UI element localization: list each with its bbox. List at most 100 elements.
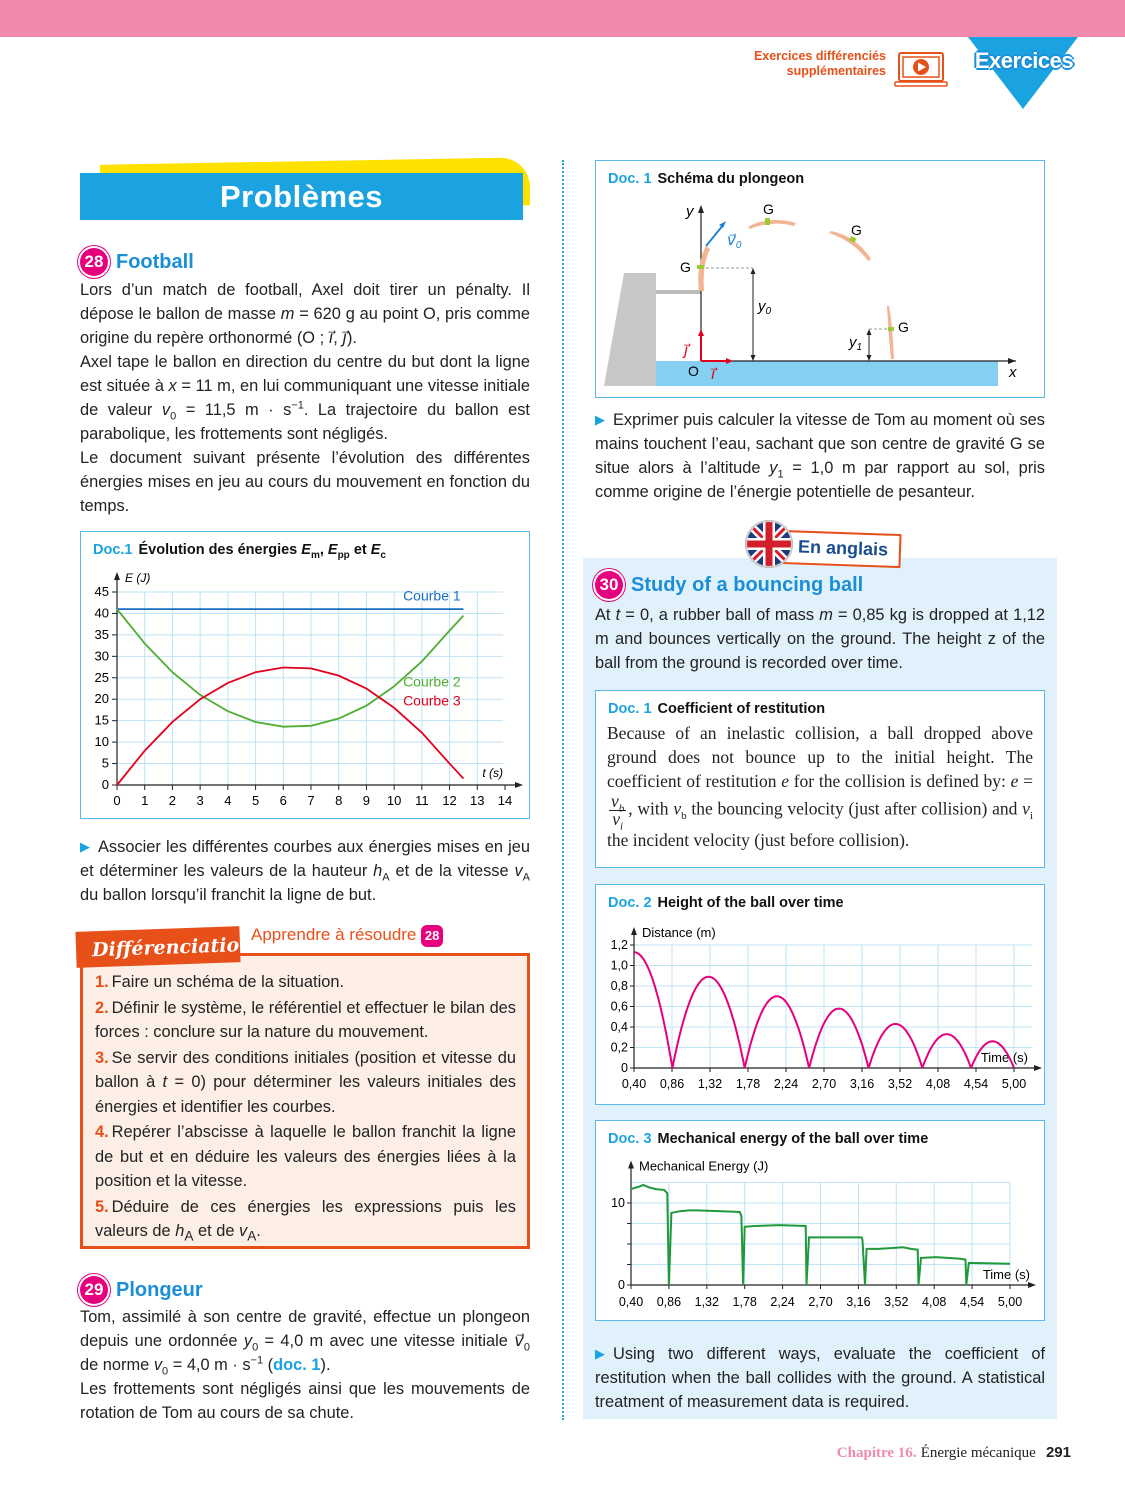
bounce-arc xyxy=(634,951,674,1069)
bounce-arc xyxy=(808,1007,870,1069)
text-run: = 11 m, en lui communiquant une vitesse … xyxy=(80,377,530,419)
math-symbol: h xyxy=(175,1222,185,1240)
superscript: −1 xyxy=(250,1354,264,1367)
text-run: Because of an inelastic collision, a bal… xyxy=(607,723,1033,791)
math-symbol: e xyxy=(1010,771,1019,791)
text-run: = 0,85 kg is dropped at 1,12 m and bounc… xyxy=(595,606,1045,672)
x-tick-label: 11 xyxy=(415,793,429,808)
subscript: 0 xyxy=(162,1365,169,1378)
x-tick-label: 3,52 xyxy=(888,1077,912,1091)
y1-label: y1 xyxy=(848,334,862,353)
doc-number: Doc. 3 xyxy=(608,1131,652,1147)
doc1-diving-diagram-box: Doc. 1 Schéma du plongeon y x O G G xyxy=(595,160,1045,398)
x-tick-label: 2,24 xyxy=(774,1077,798,1091)
laptop-play-icon[interactable] xyxy=(894,51,948,87)
bounce-arc xyxy=(671,975,746,1069)
text-run: At xyxy=(595,606,616,624)
hint-number: 3. xyxy=(95,1048,109,1067)
x-axis-label: t (s) xyxy=(482,766,503,780)
y-axis-arrow-icon xyxy=(114,572,120,580)
question-text: Exprimer puis calculer la vitesse de Tom… xyxy=(595,408,1045,504)
diving-diagram: y x O G G G G v⃗0 y0 y1 j⃗ i⃗ xyxy=(604,201,1017,386)
doc-title: Doc. 2 Height of the ball over time xyxy=(608,895,844,911)
exercise-29-heading: 29 Plongeur xyxy=(80,1276,203,1304)
problems-banner: Problèmes xyxy=(80,173,523,220)
series-line-2 xyxy=(116,608,465,728)
doc-number: Doc. 2 xyxy=(608,895,652,911)
triangle-bullet-icon: ▶ xyxy=(80,839,90,854)
diving-tower xyxy=(604,273,656,386)
text-run: , xyxy=(319,542,328,558)
math-symbol: m xyxy=(280,305,295,323)
subscript: m xyxy=(310,549,320,561)
math-symbol: t xyxy=(615,606,621,624)
paragraph: Les frottements sont négligés ainsi que … xyxy=(80,1377,530,1425)
v0-label: v⃗0 xyxy=(727,232,742,251)
section-triangle xyxy=(968,37,1078,109)
text-run: Repérer l’abscisse à laquelle le ballon … xyxy=(95,1123,516,1190)
hint-item: 3. Se servir des conditions initiales (po… xyxy=(95,1046,516,1120)
v0-vector xyxy=(705,223,725,247)
paragraph: Associer les différentes courbes aux éne… xyxy=(80,835,530,907)
differentiation-list: 1. Faire un schéma de la situation. 2. Défi… xyxy=(95,970,516,1249)
hint-number: 4. xyxy=(95,1123,109,1141)
text-run: = 0, a rubber ball of mass xyxy=(620,606,820,624)
v0-arrowhead-icon xyxy=(719,221,726,228)
text-run: Tom, assimilé à son centre de gravité, e… xyxy=(80,1308,530,1350)
x-axis-label: x xyxy=(1008,364,1017,381)
doc-reference-link[interactable]: doc. 1 xyxy=(273,1356,321,1374)
y-tick-label: 0 xyxy=(621,1061,628,1075)
text-run: = xyxy=(1018,771,1033,791)
y-axis-label: Mechanical Energy (J) xyxy=(639,1159,768,1174)
page-number: 291 xyxy=(1045,1444,1071,1461)
doc2-height-chart-box: Doc. 2 Height of the ball over time 0,40 0… xyxy=(595,884,1045,1105)
doc-number: Doc.1 xyxy=(93,542,133,558)
text-run: et de xyxy=(193,1222,239,1240)
learn-to-solve-link[interactable]: Apprendre à résoudre 28 xyxy=(251,925,444,947)
exercise-28-heading: 28 Football xyxy=(80,248,194,276)
x-tick-label: 13 xyxy=(470,793,484,808)
text-run: du ballon lorsqu’il franchit la ligne de… xyxy=(80,886,377,904)
x-tick-label: 0 xyxy=(113,793,120,808)
math-symbol: v xyxy=(238,1222,248,1240)
text-run: Using two different ways, evaluate the c… xyxy=(595,1345,1045,1411)
y-tick-label: 10 xyxy=(95,734,109,749)
extra-exercises-link[interactable]: Exercices différenciés supplémentaires xyxy=(754,49,886,79)
text-run: Exprimer puis calculer la vitesse de Tom… xyxy=(595,411,1045,477)
diver-start xyxy=(697,246,710,291)
page-footer: Chapitre 16. Énergie mécanique 291 xyxy=(837,1444,1071,1462)
exercise-28-statement: Lors d’un match de football, Axel doit t… xyxy=(80,278,530,518)
y-tick-label: 40 xyxy=(95,605,109,620)
subscript: A xyxy=(247,1228,257,1244)
x-tick-label: 0,86 xyxy=(660,1077,684,1091)
hint-item: 4. Repérer l’abscisse à laquelle le ballo… xyxy=(95,1120,516,1194)
doc-title-text: Mechanical energy of the ball over time xyxy=(657,1131,929,1147)
diver-apex xyxy=(748,218,796,229)
x-tick-label: 4,54 xyxy=(964,1077,988,1091)
energy-line xyxy=(630,1183,1011,1286)
y-tick-label: 45 xyxy=(95,584,109,599)
subscript: A xyxy=(382,871,390,884)
column-divider xyxy=(562,160,564,1420)
i-arrowhead-icon xyxy=(726,358,733,364)
paragraph: Le document suivant présente l’évolution… xyxy=(80,446,530,518)
bounce-arc xyxy=(743,995,811,1069)
exercise-30-statement: At t = 0, a rubber ball of mass m = 0,85… xyxy=(595,603,1045,675)
doc1-restitution-box: Doc. 1 Coefficient of restitution Because… xyxy=(595,690,1045,868)
x-tick-label: 2,70 xyxy=(812,1077,836,1091)
doc3-energy-chart-box: Doc. 3 Mechanical energy of the ball over… xyxy=(595,1120,1045,1321)
y-axis-label: y xyxy=(685,203,695,220)
mechanical-energy-chart: 0,40 0,86 1,32 1,78 2,24 2,70 3,16 3,52 4,08 4,54… xyxy=(611,1159,1036,1309)
text-run: the bouncing velocity (just after collis… xyxy=(686,798,1023,819)
text-run: for the collision is defined by: xyxy=(788,771,1011,791)
math-symbol: m xyxy=(819,606,833,624)
x-tick-label: 3,16 xyxy=(850,1077,874,1091)
paragraph: Using two different ways, evaluate the c… xyxy=(595,1342,1045,1414)
exercise-number-badge: 29 xyxy=(80,1276,108,1304)
y-tick-label: 0 xyxy=(102,777,109,792)
y-tick-label: 10 xyxy=(611,1196,625,1210)
text-run: ( xyxy=(263,1356,274,1374)
text-run: ). xyxy=(346,329,357,347)
text-run: Définir le système, le référentiel et ef… xyxy=(95,998,516,1042)
text-run: Évolution des énergies xyxy=(138,542,302,558)
